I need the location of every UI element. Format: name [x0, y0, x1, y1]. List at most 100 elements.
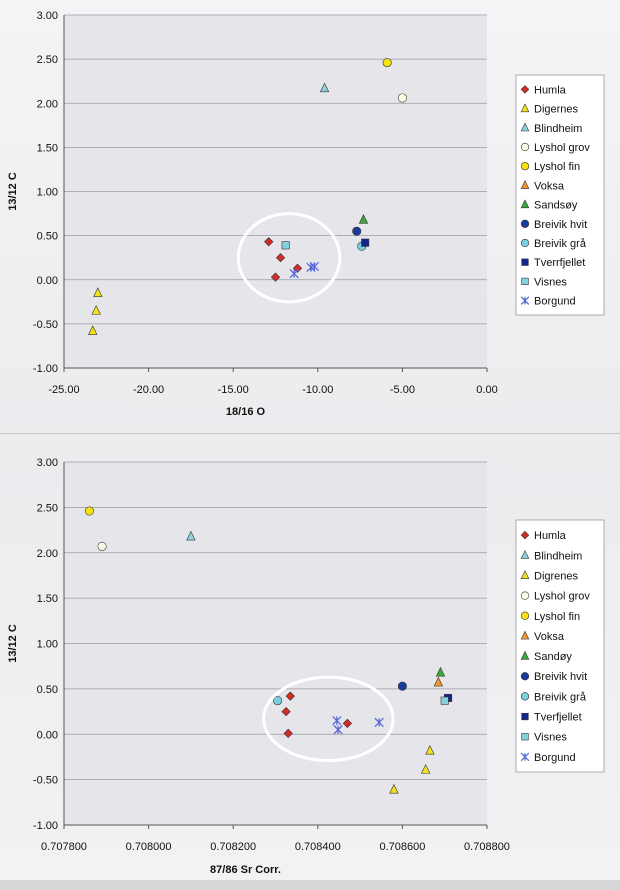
legend-label: Visnes: [534, 732, 567, 744]
legend-marker: [520, 296, 530, 305]
legend-label: Borgund: [534, 752, 576, 764]
data-point: [358, 214, 369, 224]
legend-box: [515, 519, 605, 773]
x-tick-label: 0.708600: [379, 841, 425, 853]
legend-marker: [521, 733, 529, 741]
x-axis-title: 18/16 O: [226, 406, 266, 418]
data-point: [292, 263, 303, 273]
legend-box: [515, 74, 605, 316]
legend-label: Breivik grå: [534, 691, 587, 703]
data-point: [420, 763, 431, 774]
data-point: [285, 691, 295, 701]
legend-marker: [520, 611, 530, 620]
x-tick-label: -20.00: [133, 384, 164, 396]
data-point: [186, 530, 196, 541]
data-point: [275, 253, 286, 263]
x-tick-label: 0.707800: [41, 841, 87, 853]
legend-marker: [520, 650, 530, 660]
data-point: [88, 325, 98, 335]
legend-label: Digrenes: [534, 570, 579, 582]
x-tick-label: -5.00: [390, 384, 415, 396]
legend-marker: [520, 122, 530, 132]
legend-marker: [521, 258, 529, 266]
legend-marker: [521, 277, 529, 286]
data-point: [289, 268, 299, 279]
legend-marker: [520, 630, 530, 640]
legend-label: Lyshol fin: [534, 161, 580, 173]
legend-marker: [520, 752, 530, 762]
data-point: [342, 718, 353, 728]
data-point: [425, 744, 435, 755]
data-point: [93, 287, 103, 297]
legend-marker: [520, 180, 530, 189]
legend-marker: [521, 712, 529, 721]
legend-label: Visnes: [534, 276, 567, 288]
data-point: [397, 681, 407, 691]
legend-marker: [520, 591, 530, 600]
x-tick-label: 0.708400: [295, 841, 341, 853]
legend-label: Voksa: [534, 631, 565, 643]
x-tick-label: 0.708800: [464, 841, 510, 853]
data-point: [281, 241, 290, 250]
data-point: [97, 541, 107, 551]
chart-divider: [0, 433, 620, 434]
data-point: [332, 715, 342, 726]
y-tick-label: 3.00: [37, 457, 58, 469]
page-bottom-edge: [0, 880, 620, 890]
chart-2: -1.00 -0.50 0.00 0.50 1.00 1.50 2.00 2.50 3.00 0.…: [7, 457, 605, 876]
legend-marker: [520, 692, 530, 701]
y-tick-label: 0.50: [37, 231, 58, 243]
y-tick-label: 1.00: [37, 187, 58, 199]
y-tick-label: 1.50: [37, 142, 58, 154]
legend-label: Tverfjellet: [534, 712, 582, 724]
data-point: [382, 58, 392, 68]
data-point: [374, 717, 384, 728]
legend-label: Blindheim: [534, 550, 582, 562]
data-point: [309, 261, 320, 272]
highlight-ellipse: [262, 675, 395, 763]
y-tick-label: -1.00: [33, 820, 58, 832]
legend-label: Voksa: [534, 180, 565, 192]
legend-marker: [520, 672, 530, 681]
y-tick-label: 2.50: [37, 502, 58, 514]
legend-marker: [520, 199, 530, 209]
data-point: [440, 696, 449, 705]
y-axis-title: 13/12 C: [7, 624, 19, 663]
legend-marker: [520, 142, 530, 152]
legend-label: Tverrfjellet: [534, 257, 585, 269]
data-point: [273, 696, 283, 706]
data-point: [433, 676, 444, 687]
legend-marker: [520, 219, 530, 228]
data-point: [389, 783, 399, 794]
legend-label: Breivik grå: [534, 238, 587, 250]
legend-marker: [520, 549, 530, 559]
y-tick-label: 2.50: [37, 54, 58, 66]
x-tick-label: -10.00: [302, 384, 333, 396]
chart-1: -1.00 -0.50 0.00 0.50 1.00 1.50 2.00 2.50 3.00 -2…: [7, 10, 605, 418]
y-axis-title: 13/12 C: [7, 172, 19, 211]
legend-label: Blindheim: [534, 123, 582, 135]
y-tick-label: 2.00: [37, 98, 58, 110]
data-point: [91, 304, 101, 315]
legend-label: Breivik hvit: [534, 219, 587, 231]
data-point: [352, 226, 362, 236]
data-point: [84, 506, 94, 516]
legend-label: Sandsøy: [534, 200, 578, 212]
legend-label: Borgund: [534, 296, 576, 308]
x-axis-title: 87/86 Sr Corr.: [210, 864, 281, 876]
legend-label: Breivik hvit: [534, 671, 587, 683]
y-tick-label: 0.50: [37, 684, 58, 696]
y-tick-label: 3.00: [37, 10, 58, 22]
x-tick-label: -15.00: [218, 384, 249, 396]
data-point: [397, 93, 407, 103]
legend-marker: [520, 85, 530, 94]
y-tick-label: 1.00: [37, 639, 58, 651]
data-point: [281, 706, 291, 717]
y-tick-label: 2.00: [37, 548, 58, 560]
data-point: [270, 272, 281, 282]
data-point: [361, 238, 370, 247]
legend-label: Digernes: [534, 104, 579, 116]
legend-marker: [520, 162, 530, 171]
legend-label: Humla: [534, 530, 567, 542]
